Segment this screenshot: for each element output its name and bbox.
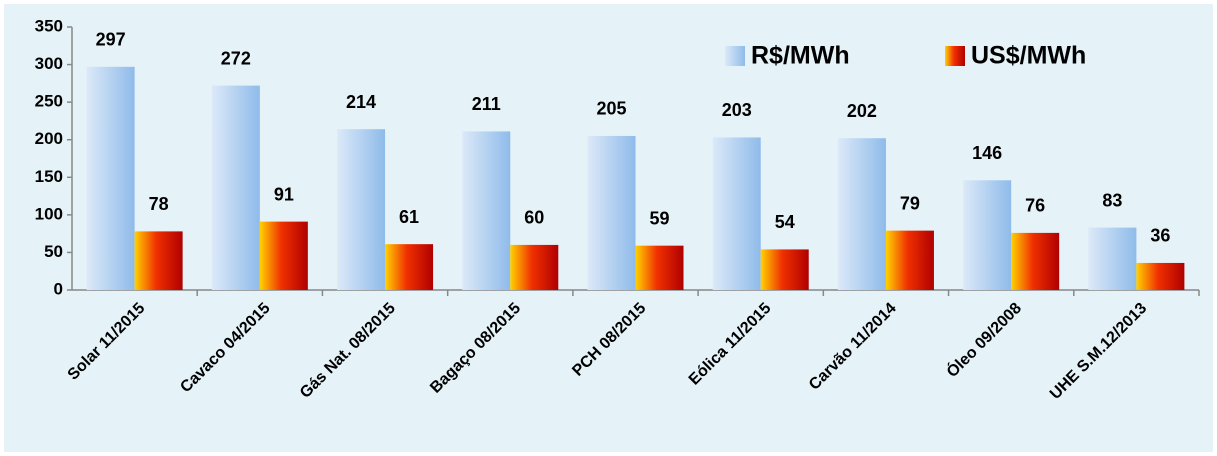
- value-label: 59: [649, 208, 669, 228]
- value-label: 272: [221, 48, 251, 68]
- bar: [462, 131, 511, 290]
- legend-label: R$/MWh: [751, 42, 850, 70]
- bar: [211, 85, 260, 291]
- y-tick-label: 250: [35, 92, 63, 111]
- bar: [134, 231, 183, 290]
- value-label: 91: [274, 184, 294, 204]
- bar: [259, 221, 308, 290]
- value-label: 297: [96, 30, 126, 50]
- value-label: 61: [399, 207, 419, 227]
- y-tick-label: 50: [44, 242, 63, 261]
- y-tick-label: 200: [35, 129, 63, 148]
- bar: [1136, 262, 1185, 290]
- bar: [337, 129, 386, 290]
- bar: [510, 244, 559, 290]
- value-label: 146: [972, 143, 1002, 163]
- value-label: 83: [1102, 190, 1122, 210]
- y-tick-label: 300: [35, 54, 63, 73]
- bar: [587, 135, 636, 290]
- bar: [1011, 232, 1060, 290]
- value-label: 76: [1025, 196, 1045, 216]
- y-tick-label: 350: [35, 16, 63, 35]
- y-tick-label: 100: [35, 204, 63, 223]
- y-tick-label: 0: [54, 279, 63, 298]
- bar: [760, 249, 809, 290]
- legend-swatch: [945, 46, 965, 66]
- y-tick-label: 150: [35, 167, 63, 186]
- bar: [712, 137, 761, 290]
- bar: [385, 244, 434, 290]
- value-label: 60: [524, 208, 544, 228]
- value-label: 211: [472, 94, 501, 114]
- value-label: 202: [847, 101, 877, 121]
- value-label: 36: [1150, 226, 1170, 246]
- bar: [1088, 227, 1137, 290]
- bar: [86, 66, 135, 290]
- value-label: 54: [775, 212, 795, 232]
- value-label: 214: [346, 92, 376, 112]
- bar: [635, 245, 684, 290]
- value-label: 79: [900, 193, 920, 213]
- bar: [963, 180, 1012, 290]
- value-label: 203: [722, 100, 752, 120]
- bar: [837, 138, 886, 290]
- bar: [885, 230, 934, 290]
- value-label: 205: [596, 99, 626, 119]
- legend-label: US$/MWh: [971, 42, 1086, 70]
- legend-swatch: [725, 46, 745, 66]
- value-label: 78: [149, 194, 169, 214]
